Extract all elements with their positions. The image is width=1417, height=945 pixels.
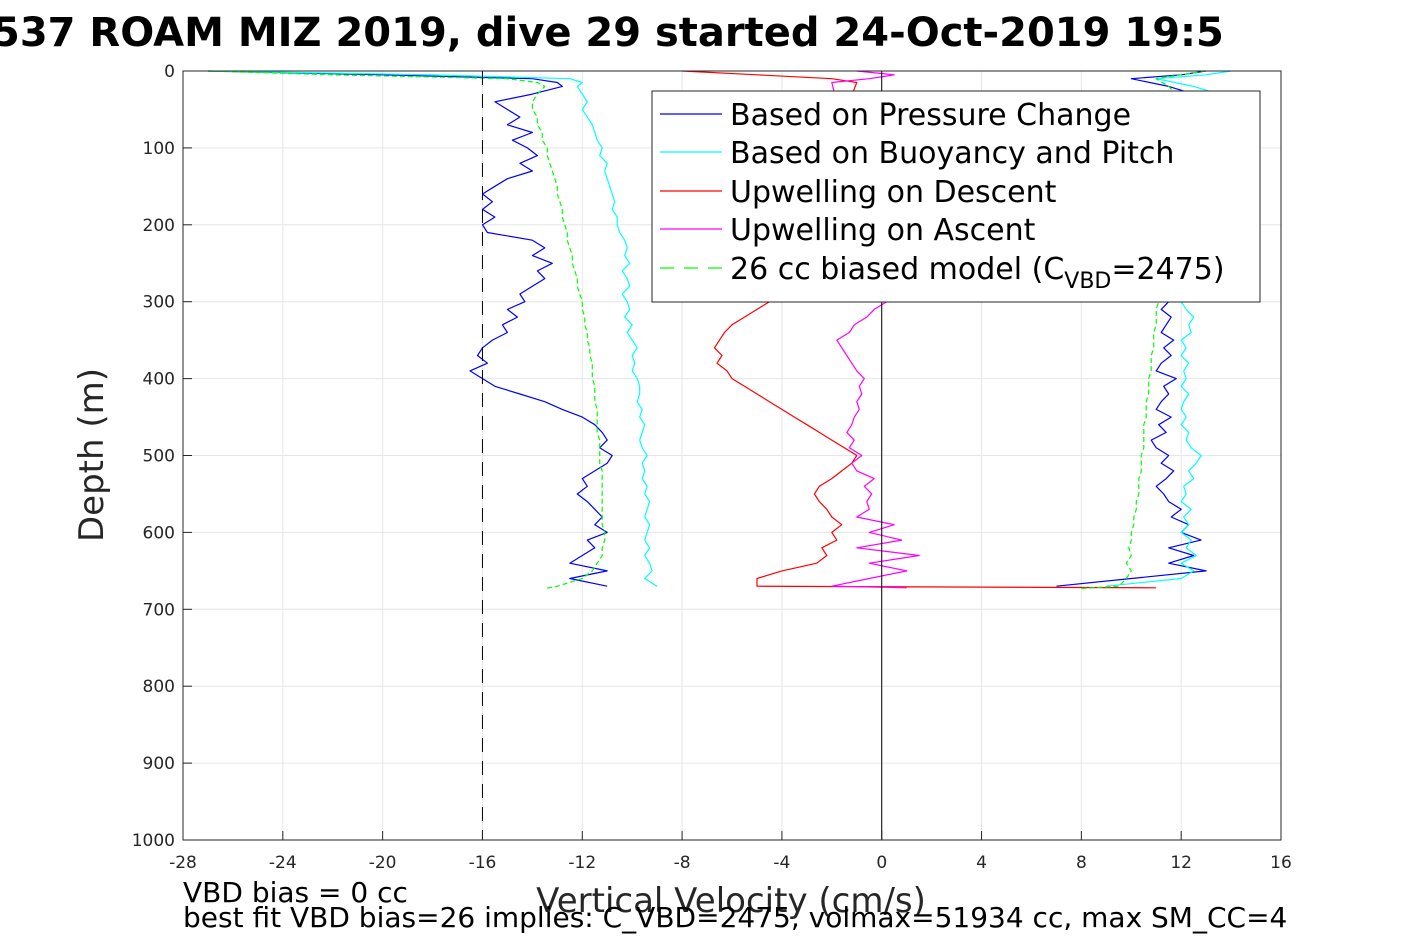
- legend-label-model-tail: =2475): [1111, 252, 1224, 287]
- x-tick-label: 16: [1270, 853, 1292, 873]
- x-tick-label: 12: [1170, 853, 1192, 873]
- y-tick-label: 400: [143, 370, 175, 390]
- y-tick-label: 1000: [132, 831, 175, 851]
- y-axis-ticks: 0 100 200 300 400 500 600 700 800 900 1000: [132, 62, 192, 851]
- y-tick-label: 600: [143, 523, 175, 543]
- x-tick-label: 4: [976, 853, 987, 873]
- y-tick-label: 100: [143, 139, 175, 159]
- x-tick-label: -20: [369, 853, 397, 873]
- series-line-upwelling_ascent: [831, 70, 920, 589]
- legend-label-upwelling-descent: Upwelling on Descent: [730, 175, 1057, 210]
- x-tick-label: -12: [568, 853, 596, 873]
- legend: Based on Pressure Change Based on Buoyan…: [651, 90, 1261, 303]
- series-line-pressure_descent: [207, 70, 613, 587]
- series-line-model_ascent: [1081, 70, 1207, 590]
- y-tick-label: 300: [143, 293, 175, 313]
- y-axis-label: Depth (m): [72, 368, 112, 542]
- y-tick-label: 0: [164, 62, 175, 82]
- vbd-bias-note: VBD bias = 0 cc: [183, 876, 408, 909]
- legend-box: [651, 90, 1261, 303]
- series-line-buoyancy_descent: [207, 70, 658, 587]
- series-line-upwelling_descent: [682, 70, 1157, 589]
- x-tick-label: -8: [674, 853, 691, 873]
- y-tick-label: 800: [143, 677, 175, 697]
- x-axis-label: Vertical Velocity (cm/s): [536, 881, 926, 921]
- chart-title: 537 ROAM MIZ 2019, dive 29 started 24-Oc…: [0, 10, 1224, 56]
- legend-label-buoyancy: Based on Buoyancy and Pitch: [730, 136, 1174, 171]
- x-tick-label: -16: [469, 853, 497, 873]
- series-line-buoyancy_ascent: [1106, 70, 1232, 587]
- y-tick-label: 900: [143, 754, 175, 774]
- best-fit-note: best fit VBD bias=26 implies: C_VBD=2475…: [183, 901, 1287, 934]
- y-tick-label: 200: [143, 216, 175, 236]
- series-line-model_descent: [207, 70, 606, 590]
- x-tick-label: -28: [169, 853, 197, 873]
- x-tick-label: 0: [876, 853, 887, 873]
- y-tick-label: 500: [143, 447, 175, 467]
- legend-label-model-subscript: VBD: [1064, 269, 1111, 294]
- y-tick-label: 700: [143, 600, 175, 620]
- legend-label-model: 26 cc biased model (CVBD=2475): [730, 252, 1225, 294]
- x-tick-label: -4: [773, 853, 790, 873]
- legend-label-pressure: Based on Pressure Change: [730, 98, 1131, 133]
- x-tick-label: 8: [1076, 853, 1087, 873]
- x-tick-label: -24: [269, 853, 297, 873]
- x-axis-ticks: -28 -24 -20 -16 -12 -8 -4 0 4 8 12 16: [169, 831, 1292, 873]
- legend-label-model-main: 26 cc biased model (C: [730, 252, 1064, 287]
- legend-label-upwelling-ascent: Upwelling on Ascent: [730, 213, 1036, 248]
